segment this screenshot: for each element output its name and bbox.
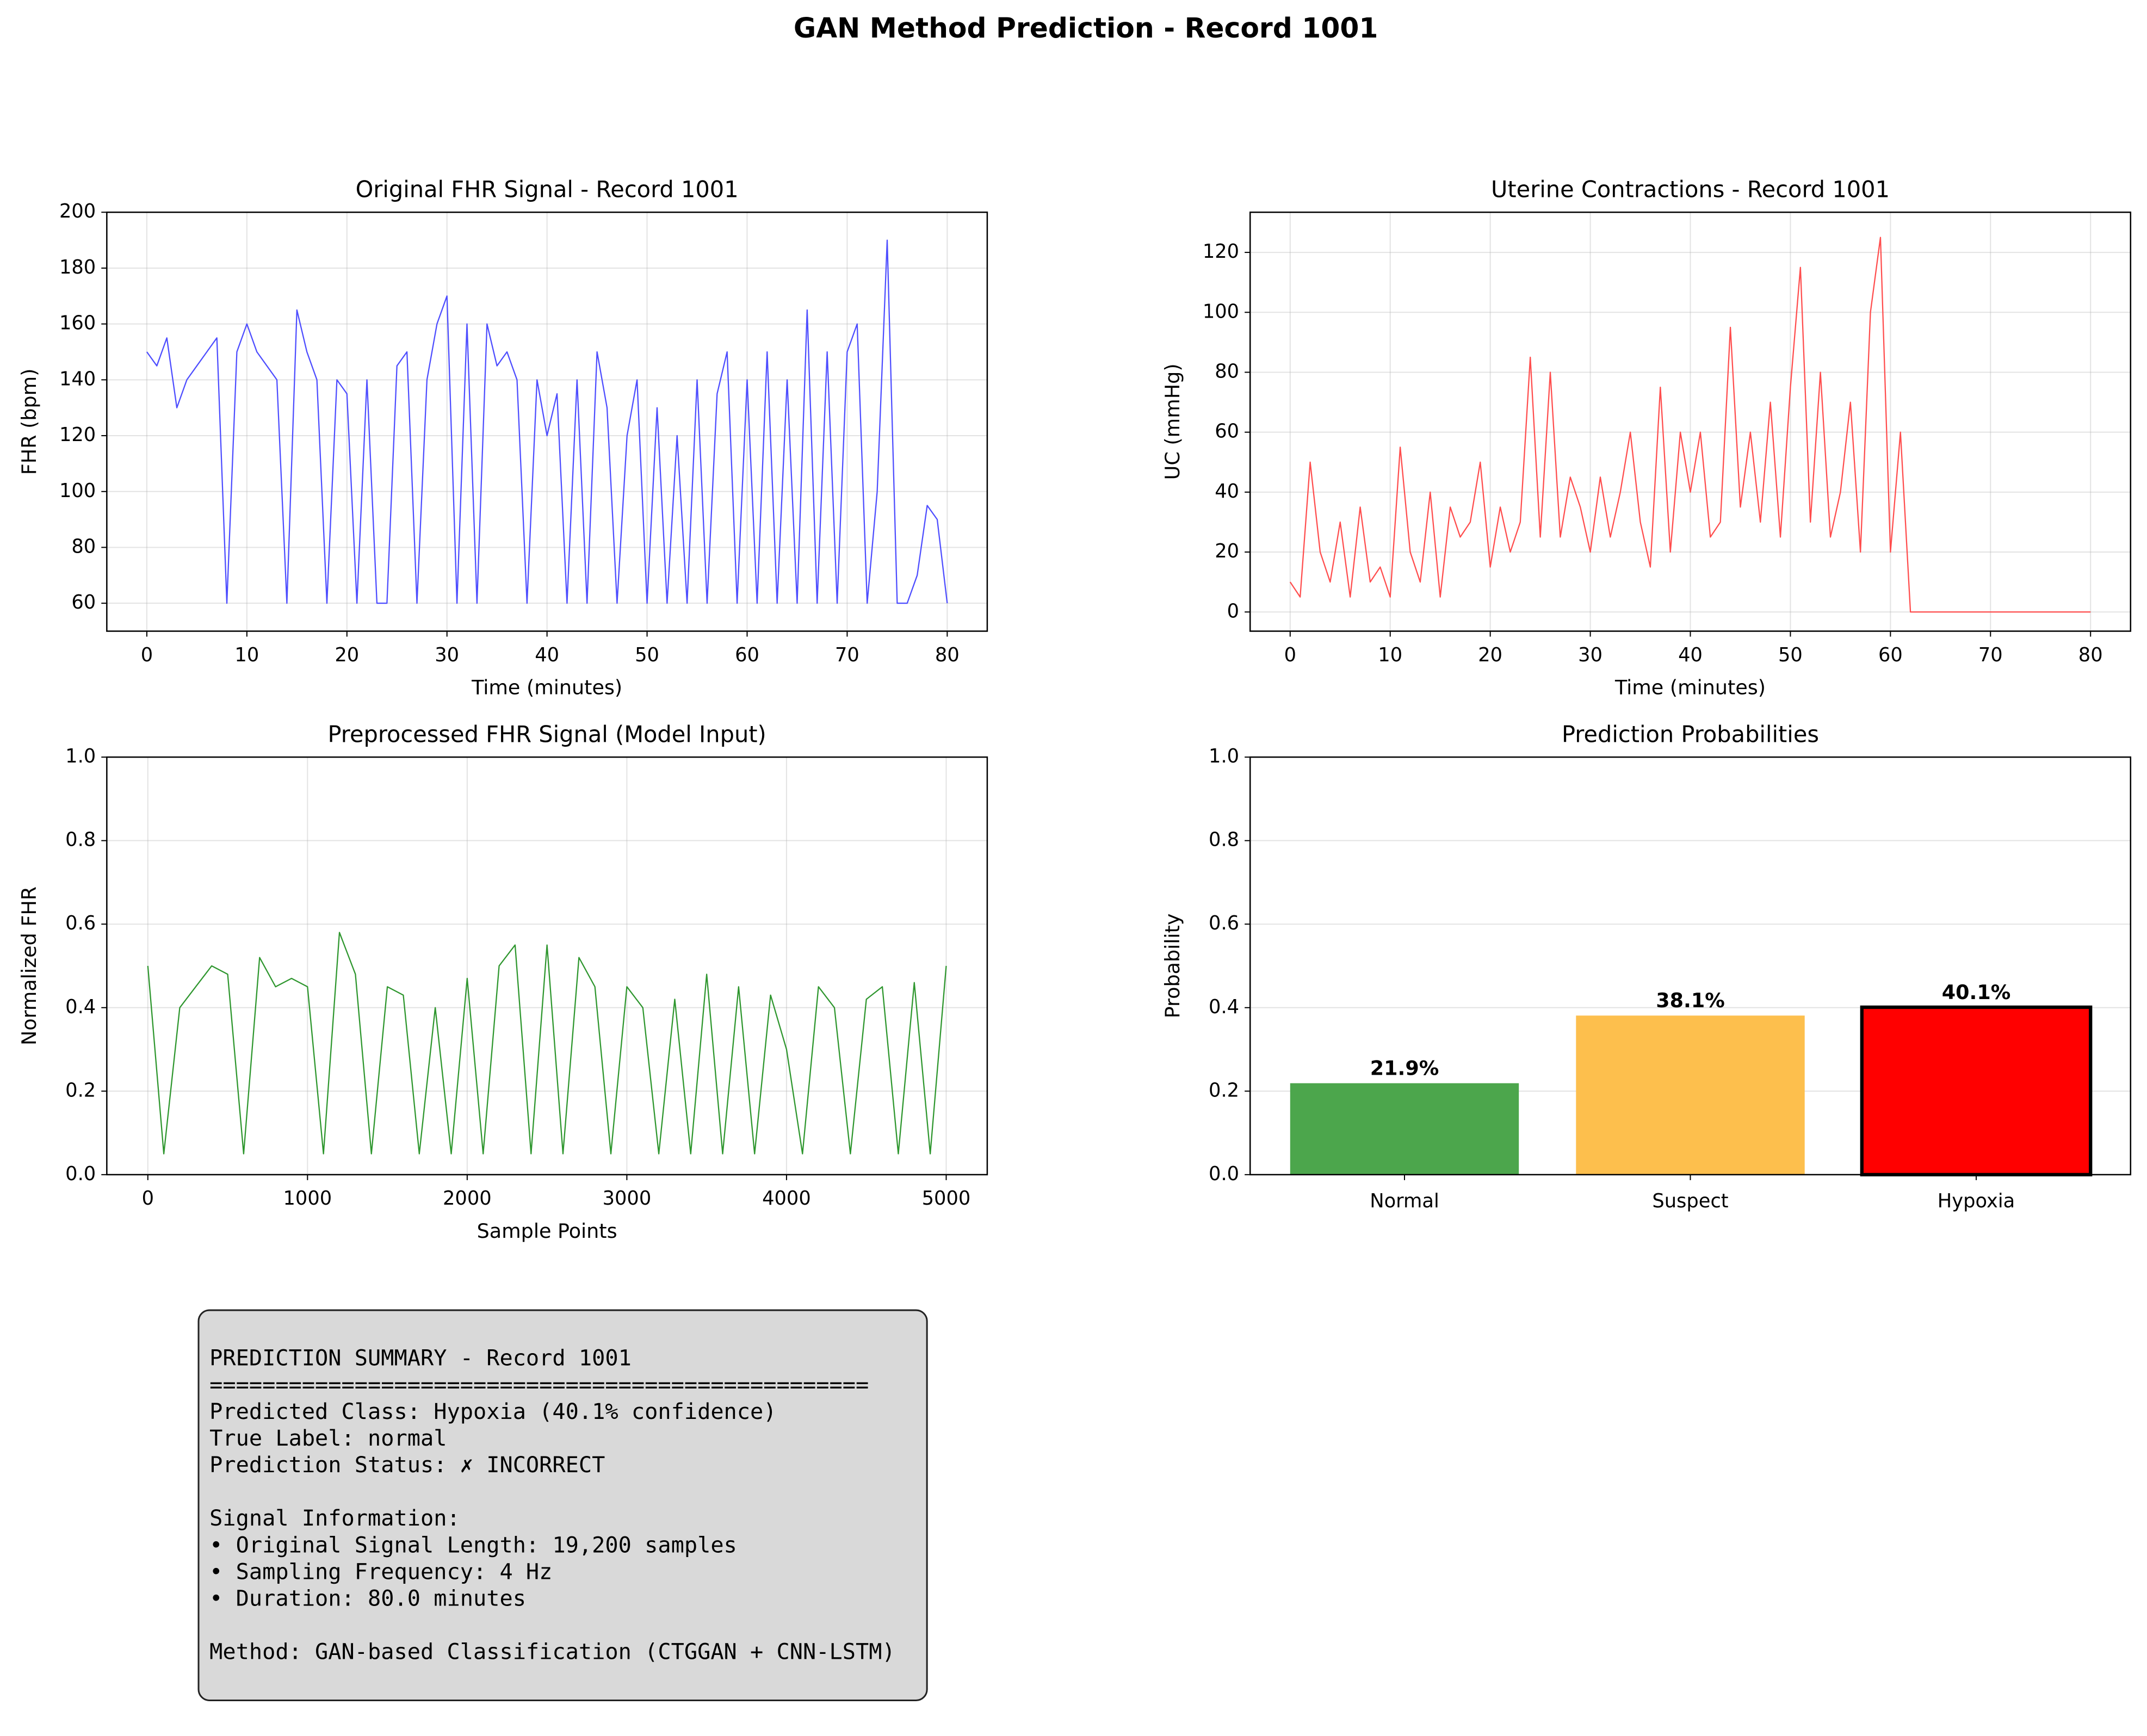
x-tick-label: 10	[234, 644, 259, 666]
bar	[1860, 1005, 2093, 1177]
y-tick-label: 0.6	[65, 912, 96, 934]
x-tick-label: Hypoxia	[1938, 1190, 2015, 1212]
x-tick-label: 5000	[922, 1187, 971, 1210]
y-tick-label: 60	[71, 591, 96, 613]
y-tick-label: 20	[1215, 540, 1239, 562]
y-axis-label: UC (mmHg)	[1161, 363, 1184, 480]
y-tick-label: 140	[59, 368, 96, 390]
x-tick-label: Suspect	[1652, 1190, 1728, 1212]
x-tick-label: 20	[335, 644, 359, 666]
y-tick-label: 0.4	[65, 996, 96, 1018]
x-tick-label: 80	[2078, 644, 2103, 666]
y-axis-label: FHR (bpm)	[17, 369, 41, 475]
y-tick-label: 0.0	[1209, 1163, 1239, 1185]
y-tick-label: 180	[59, 256, 96, 278]
bar	[1576, 1015, 1805, 1175]
value-label: 40.1%	[1942, 981, 2011, 1004]
x-tick-label: 40	[535, 644, 559, 666]
x-axis-label: Time (minutes)	[1614, 676, 1766, 699]
y-tick-label: 0.2	[65, 1079, 96, 1101]
summary-box	[197, 1309, 928, 1701]
y-tick-label: 0.8	[1209, 829, 1239, 851]
x-tick-label: 80	[935, 644, 960, 666]
x-tick-label: 70	[835, 644, 859, 666]
x-tick-label: 60	[735, 644, 759, 666]
x-tick-label: 4000	[762, 1187, 811, 1210]
signal-line	[147, 932, 947, 1155]
summary-line: PREDICTION SUMMARY - Record 1001	[209, 1346, 632, 1371]
axes-frame	[106, 211, 988, 632]
summary-line: True Label: normal	[209, 1426, 447, 1451]
y-tick-label: 0.2	[1209, 1079, 1239, 1101]
x-tick-label: 30	[1578, 644, 1602, 666]
y-axis-label: Probability	[1161, 914, 1184, 1019]
y-tick-label: 0.0	[65, 1163, 96, 1185]
summary-line: • Duration: 80.0 minutes	[209, 1586, 526, 1611]
x-tick-label: 60	[1878, 644, 1903, 666]
summary-line: ========================================…	[209, 1373, 869, 1398]
x-tick-label: 1000	[283, 1187, 332, 1210]
x-tick-label: Normal	[1370, 1190, 1439, 1212]
y-tick-label: 160	[59, 312, 96, 334]
figure-title: GAN Method Prediction - Record 1001	[794, 12, 1378, 44]
signal-line	[146, 239, 948, 604]
y-tick-label: 1.0	[1209, 745, 1239, 767]
x-tick-label: 0	[142, 1187, 154, 1210]
summary-line: Signal Information:	[209, 1506, 460, 1531]
summary-line: Method: GAN-based Classification (CTGGAN…	[209, 1640, 895, 1665]
x-tick-label: 70	[1978, 644, 2003, 666]
y-tick-label: 0.6	[1209, 912, 1239, 934]
value-label: 21.9%	[1370, 1057, 1439, 1080]
bar	[1290, 1083, 1519, 1175]
chart-title: Preprocessed FHR Signal (Model Input)	[328, 721, 766, 747]
y-tick-label: 0.4	[1209, 996, 1239, 1018]
chart-title: Uterine Contractions - Record 1001	[1491, 176, 1890, 203]
y-axis-label: Normalized FHR	[17, 886, 41, 1045]
x-tick-label: 30	[435, 644, 459, 666]
y-tick-label: 200	[59, 200, 96, 222]
y-tick-label: 60	[1215, 420, 1239, 443]
axes-frame	[106, 756, 988, 1176]
x-tick-label: 0	[141, 644, 153, 666]
summary-line: Predicted Class: Hypoxia (40.1% confiden…	[209, 1399, 776, 1424]
y-tick-label: 1.0	[65, 745, 96, 767]
x-tick-label: 2000	[443, 1187, 492, 1210]
y-tick-label: 100	[59, 480, 96, 502]
summary-line: • Sampling Frequency: 4 Hz	[209, 1559, 552, 1584]
x-tick-label: 50	[635, 644, 659, 666]
x-tick-label: 50	[1778, 644, 1803, 666]
y-tick-label: 100	[1203, 300, 1239, 323]
y-tick-label: 40	[1215, 480, 1239, 503]
x-tick-label: 3000	[603, 1187, 652, 1210]
axes-frame	[1249, 211, 2132, 632]
chart-title: Prediction Probabilities	[1562, 721, 1819, 747]
x-axis-label: Time (minutes)	[471, 676, 622, 699]
signal-line	[1289, 237, 2091, 613]
y-tick-label: 120	[1203, 240, 1239, 263]
x-tick-label: 0	[1284, 644, 1296, 666]
y-tick-label: 80	[71, 535, 96, 557]
axes-frame	[1249, 756, 2132, 1176]
y-tick-label: 0.8	[65, 829, 96, 851]
chart-title: Original FHR Signal - Record 1001	[356, 176, 739, 203]
value-label: 38.1%	[1656, 989, 1725, 1012]
x-tick-label: 20	[1478, 644, 1502, 666]
summary-line: Prediction Status: ✗ INCORRECT	[209, 1453, 605, 1478]
y-tick-label: 120	[59, 424, 96, 446]
summary-line: • Original Signal Length: 19,200 samples	[209, 1533, 737, 1558]
x-tick-label: 10	[1378, 644, 1402, 666]
y-tick-label: 80	[1215, 360, 1239, 382]
y-tick-label: 0	[1227, 600, 1239, 622]
x-axis-label: Sample Points	[477, 1219, 617, 1243]
x-tick-label: 40	[1678, 644, 1703, 666]
